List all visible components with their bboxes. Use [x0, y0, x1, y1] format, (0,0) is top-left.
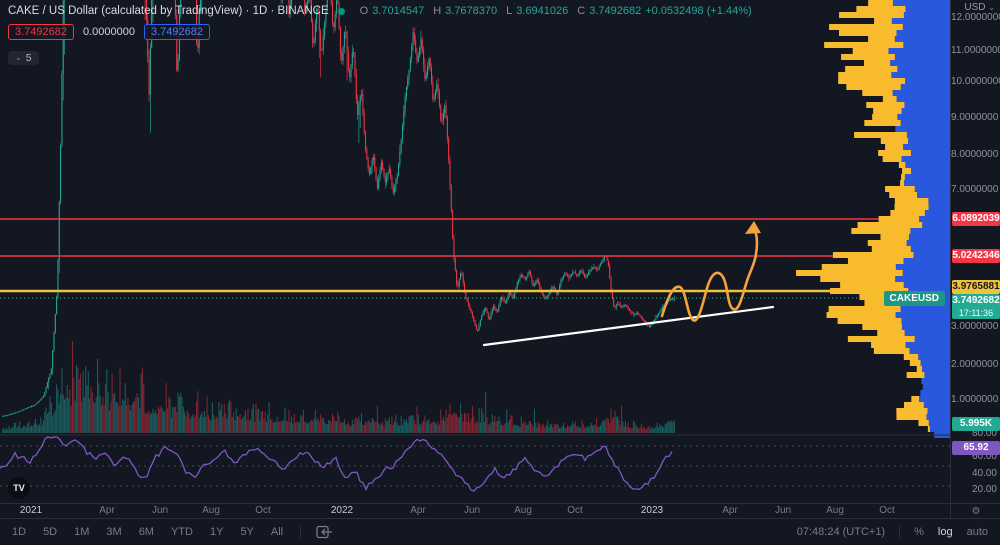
range-button-5d[interactable]: 5D [43, 525, 58, 538]
ohlc-values: O 3.7014547 H 3.7678370 L 3.6941026 C 3.7492… [355, 5, 752, 17]
tradingview-logo[interactable]: TV [8, 477, 30, 499]
close-value: 3.7492682 [589, 5, 642, 17]
chart-legend: CAKE / US Dollar (calculated by TradingV… [8, 5, 752, 65]
range-button-all[interactable]: All [270, 525, 284, 538]
time-tick-label: Oct [567, 505, 583, 516]
price-badge: 65.92 [952, 441, 1000, 455]
price-chart-canvas[interactable] [0, 0, 950, 503]
time-tick-label: 2023 [640, 505, 664, 516]
low-value: 3.6941026 [516, 5, 569, 17]
price-badge: 6.0892039 [952, 212, 1000, 226]
log-scale-button[interactable]: log [937, 525, 953, 538]
price-badge: 5.995K [952, 417, 1000, 431]
time-tick-label: Aug [826, 505, 844, 516]
chevron-down-icon: ⌄ [988, 3, 995, 12]
price-badge: 3.7492682 17:11:36 [952, 294, 1000, 319]
range-button-1y[interactable]: 1Y [209, 525, 224, 538]
range-button-1m[interactable]: 1M [74, 525, 90, 538]
open-value: 3.7014547 [372, 5, 425, 17]
toolbar-divider [899, 524, 901, 539]
price-tick-label: 2.0000000 [951, 359, 999, 370]
market-status-dot [337, 7, 345, 15]
range-button-6m[interactable]: 6M [138, 525, 154, 538]
price-badge: 3.9765881 [952, 280, 1000, 294]
rsi-indicator [0, 436, 950, 492]
time-tick-label: Apr [722, 505, 738, 516]
price-tick-label: 12.0000000 [951, 12, 1000, 23]
volume-profile [796, 0, 950, 438]
trendline[interactable] [482, 305, 775, 347]
high-label: H [433, 5, 442, 17]
time-tick-label: 2021 [19, 505, 43, 516]
symbol-title[interactable]: CAKE / US Dollar (calculated by TradingV… [8, 5, 329, 17]
range-button-1d[interactable]: 1D [12, 525, 27, 538]
price-tick-label: 8.0000000 [951, 149, 999, 160]
price-tick-label: 9.0000000 [951, 112, 999, 123]
drawing-price-label-red: 3.7492682 [8, 24, 74, 40]
price-tick-label: 40.00 [971, 468, 997, 479]
axis-settings-corner[interactable]: ⚙ [950, 503, 1000, 519]
object-tree-collapse-button[interactable]: ⌄ 5 [8, 50, 39, 65]
price-tick-label: 7.0000000 [951, 184, 999, 195]
time-tick-label: Apr [99, 505, 115, 516]
price-tick-label: 20.00 [971, 484, 997, 495]
bottom-toolbar: 1D 5D 1M 3M 6M YTD 1Y 5Y All 07:48:24 (UTC+1) % … [0, 518, 1000, 544]
time-tick-label: Apr [410, 505, 426, 516]
drawing-price-label-blue: 3.7492682 [144, 24, 210, 40]
drawing-price-label-zero: 0.0000000 [83, 26, 135, 38]
time-tick-label: 2022 [330, 505, 354, 516]
price-tick-label: 11.0000000 [951, 45, 1000, 56]
price-tick-label: 3.0000000 [951, 321, 999, 332]
time-tick-label: Aug [514, 505, 532, 516]
horizontal-level-lines[interactable] [0, 218, 950, 299]
currency-dropdown[interactable]: USD ⌄ [964, 2, 995, 13]
symbol-price-tag: CAKEUSD [883, 291, 945, 306]
session-clock[interactable]: 07:48:24 (UTC+1) [796, 525, 886, 538]
volume-series [2, 341, 675, 433]
time-axis[interactable]: 2021 Apr Jun Aug Oct 2022 Apr Jun Aug Oct 2023 Apr J… [0, 503, 950, 519]
arrow-head [745, 221, 761, 234]
toolbar-divider [300, 524, 302, 539]
object-count: 5 [25, 51, 32, 64]
open-label: O [359, 5, 369, 17]
price-tick-label: 1.0000000 [951, 394, 999, 405]
close-label: C [577, 5, 586, 17]
time-tick-label: Jun [463, 505, 481, 516]
price-badge: 5.0242346 [952, 249, 1000, 263]
change-value: +0.0532498 (+1.44%) [645, 5, 752, 17]
time-tick-label: Jun [151, 505, 169, 516]
price-axis[interactable]: USD ⌄ 12.0000000 11.0000000 10.0000000 9.00… [950, 0, 1000, 503]
percent-scale-button[interactable]: % [914, 525, 924, 538]
drawing-annotations[interactable] [482, 221, 775, 347]
time-tick-label: Aug [202, 505, 220, 516]
auto-scale-button[interactable]: auto [966, 525, 988, 538]
time-tick-label: Oct [879, 505, 895, 516]
range-button-ytd[interactable]: YTD [170, 525, 193, 538]
projection-arrow[interactable] [660, 224, 759, 322]
high-value: 3.7678370 [445, 5, 498, 17]
price-tick-label: 10.0000000 [951, 76, 1000, 87]
chevron-down-icon: ⌄ [15, 53, 22, 62]
time-tick-label: Jun [774, 505, 792, 516]
low-label: L [506, 5, 513, 17]
price-tick-label: 60.00 [971, 451, 997, 462]
range-button-3m[interactable]: 3M [106, 525, 122, 538]
go-to-date-icon[interactable] [316, 525, 333, 539]
time-tick-label: Oct [255, 505, 271, 516]
chart-plot-area[interactable]: CAKE / US Dollar (calculated by TradingV… [0, 0, 950, 503]
gear-icon[interactable]: ⚙ [971, 506, 981, 517]
range-button-5y[interactable]: 5Y [240, 525, 254, 538]
price-tick-label: 80.00 [971, 428, 997, 439]
